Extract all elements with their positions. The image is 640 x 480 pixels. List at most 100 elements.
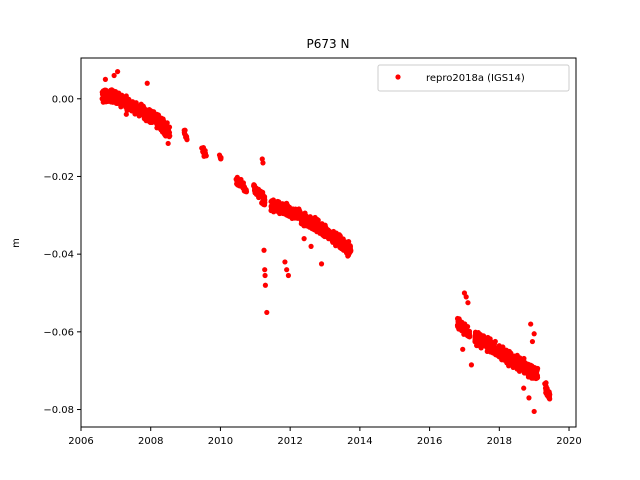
data-point xyxy=(306,216,312,222)
scatter-points xyxy=(99,68,553,415)
data-point xyxy=(156,124,162,130)
data-point xyxy=(460,346,466,352)
data-point xyxy=(518,363,524,369)
data-point xyxy=(348,247,354,253)
data-point xyxy=(545,392,551,398)
data-point xyxy=(235,181,242,188)
legend-label: repro2018a (IGS14) xyxy=(426,73,525,84)
data-point xyxy=(105,93,111,99)
data-point xyxy=(495,351,501,357)
data-point xyxy=(337,242,343,248)
data-point xyxy=(280,205,286,212)
data-point xyxy=(275,203,281,209)
data-point xyxy=(262,267,268,273)
data-point xyxy=(318,229,324,235)
data-point xyxy=(123,111,129,117)
data-point xyxy=(461,290,468,296)
data-point xyxy=(163,126,169,133)
data-point xyxy=(468,362,475,368)
data-point xyxy=(140,103,146,109)
legend-marker xyxy=(395,74,401,80)
data-point xyxy=(283,208,289,215)
data-point xyxy=(489,340,495,346)
data-point xyxy=(182,132,189,138)
data-point xyxy=(310,217,316,224)
x-tick-label: 2010 xyxy=(208,436,233,447)
data-point xyxy=(264,309,270,316)
data-point xyxy=(494,345,500,352)
data-point xyxy=(322,222,328,228)
x-tick-label: 2014 xyxy=(347,436,372,447)
data-point xyxy=(333,230,339,236)
data-point xyxy=(326,235,333,241)
data-point xyxy=(260,201,266,207)
data-point xyxy=(200,149,206,155)
data-point xyxy=(111,72,117,79)
data-point xyxy=(109,90,115,96)
data-point xyxy=(529,338,536,345)
data-point xyxy=(299,216,305,222)
data-point xyxy=(252,190,258,196)
data-point xyxy=(518,367,524,373)
data-point xyxy=(153,119,159,125)
data-point xyxy=(521,355,527,362)
data-point xyxy=(141,116,147,122)
data-point xyxy=(136,113,142,119)
y-tick-label: −0.04 xyxy=(43,250,74,261)
data-point xyxy=(330,239,336,245)
data-point xyxy=(251,182,257,188)
data-point xyxy=(160,123,166,129)
data-point xyxy=(120,96,126,102)
data-point xyxy=(531,331,537,337)
x-tick-label: 2016 xyxy=(417,436,442,447)
data-point xyxy=(527,370,533,376)
data-point xyxy=(465,330,471,336)
legend-box xyxy=(377,64,570,92)
data-point xyxy=(531,408,537,415)
data-point xyxy=(144,80,150,86)
y-tick-label: −0.02 xyxy=(43,172,74,183)
legend: repro2018a (IGS14) xyxy=(377,64,570,92)
data-point xyxy=(312,225,318,231)
data-point xyxy=(301,236,307,242)
data-point xyxy=(345,253,351,259)
x-tick-label: 2006 xyxy=(68,436,93,447)
data-point xyxy=(507,358,513,365)
data-point xyxy=(465,300,471,306)
data-point xyxy=(481,340,487,346)
data-point xyxy=(454,322,461,328)
data-point xyxy=(525,363,531,369)
data-point xyxy=(526,395,532,401)
data-point xyxy=(284,200,290,206)
data-point xyxy=(472,333,478,339)
data-point xyxy=(115,68,121,75)
data-point xyxy=(243,187,249,193)
data-point xyxy=(123,104,129,110)
data-point xyxy=(333,235,340,242)
data-point xyxy=(282,259,288,265)
data-point xyxy=(102,76,108,82)
data-point xyxy=(343,249,350,255)
axes: 2006 2008 2010 2012 2014 2016 2018 2020 0.00 −0.0… xyxy=(43,57,582,447)
data-point xyxy=(139,109,145,115)
data-point xyxy=(287,210,294,216)
data-point xyxy=(456,326,462,332)
data-point xyxy=(289,206,295,212)
data-point xyxy=(542,381,548,387)
data-point xyxy=(262,282,268,288)
data-point xyxy=(260,160,266,166)
data-point xyxy=(216,152,223,158)
x-tick-label: 2018 xyxy=(487,436,512,447)
x-tick-label: 2008 xyxy=(138,436,163,447)
data-point xyxy=(102,89,108,95)
data-point xyxy=(115,92,121,99)
data-point xyxy=(547,396,553,402)
data-point xyxy=(158,117,164,123)
data-point xyxy=(461,323,467,329)
y-tick-label: −0.06 xyxy=(43,327,74,338)
x-tick-label: 2020 xyxy=(556,436,581,447)
data-point xyxy=(329,231,335,237)
data-point xyxy=(521,385,527,391)
data-point xyxy=(134,105,141,111)
